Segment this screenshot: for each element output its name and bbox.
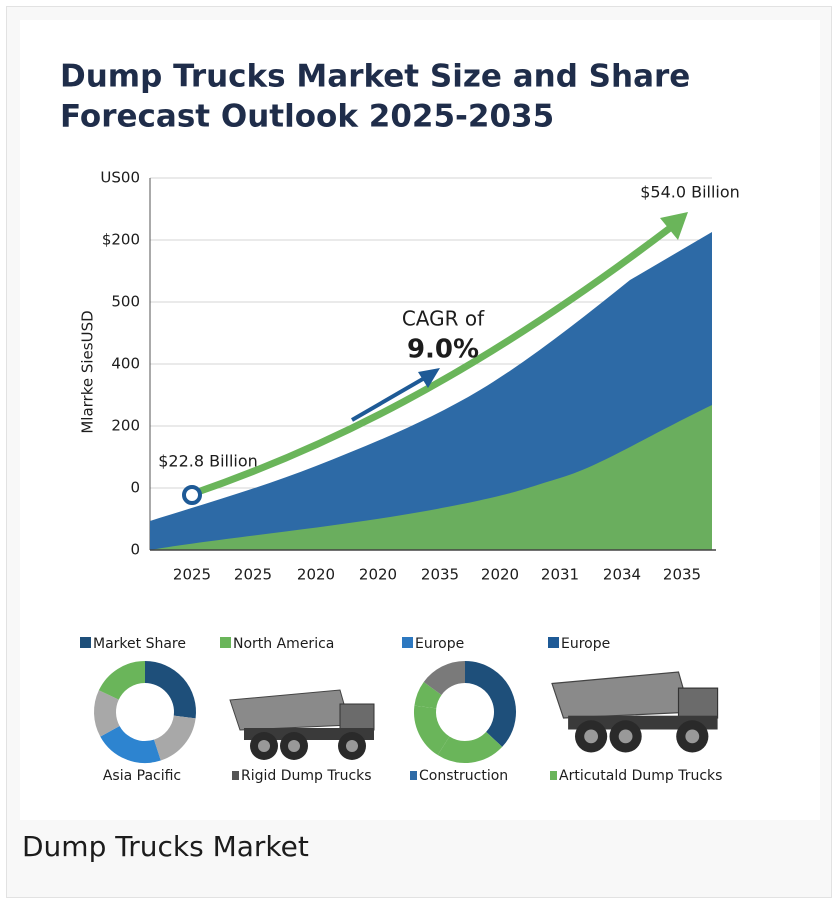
x-tick-label: 2020 <box>297 566 335 584</box>
infographic: Dump Trucks Market Dump Trucks Market Si… <box>0 0 838 901</box>
legend-label: North America <box>233 636 334 652</box>
legend-label: Europe <box>415 636 464 652</box>
truck-cab <box>679 688 718 718</box>
y-tick-label: 400 <box>111 355 140 373</box>
truck-hub <box>584 730 598 744</box>
start-marker <box>184 487 200 503</box>
truck-hub <box>346 740 358 752</box>
legend-swatch <box>232 771 239 780</box>
caption: Dump Trucks Market <box>22 830 309 863</box>
title-line: Forecast Outlook 2025-2035 <box>60 99 554 135</box>
x-tick-label: 2025 <box>173 566 211 584</box>
legend-swatch <box>80 637 91 648</box>
x-tick-label: 2034 <box>603 566 641 584</box>
y-axis-label: Mlarrke SiesUSD <box>79 310 97 433</box>
y-tick-label: 0 <box>130 479 140 497</box>
y-tick-label: 500 <box>111 293 140 311</box>
legend-label: Articutald Dump Trucks <box>559 768 722 784</box>
legend-swatch <box>402 637 413 648</box>
donut-segment <box>444 739 495 752</box>
truck-hub <box>619 730 633 744</box>
legend-label: Construction <box>419 768 508 784</box>
y-tick-label: $200 <box>102 231 140 249</box>
truck-hub <box>685 730 699 744</box>
truck-hub <box>288 740 300 752</box>
legend-swatch <box>410 771 417 780</box>
cagr-label: CAGR of <box>402 307 485 331</box>
x-tick-label: 2035 <box>421 566 459 584</box>
start-value: $22.8 Billion <box>158 452 258 471</box>
x-tick-label: 2031 <box>541 566 579 584</box>
x-tick-label: 2035 <box>663 566 701 584</box>
donut-segment <box>425 688 432 706</box>
donut-segment <box>105 695 110 731</box>
legend-label: Market Share <box>93 636 186 652</box>
legend-swatch <box>548 637 559 648</box>
x-tick-label: 2020 <box>359 566 397 584</box>
legend-swatch <box>550 771 557 780</box>
title-line: Dump Trucks Market Size and Share <box>60 59 690 95</box>
legend-label: Europe <box>561 636 610 652</box>
y-tick-label: 0 <box>130 541 140 559</box>
legend-swatch <box>220 637 231 648</box>
end-value: $54.0 Billion <box>640 183 740 202</box>
truck-hub <box>258 740 270 752</box>
cagr-value: 9.0% <box>407 335 479 365</box>
legend-label: Rigid Dump Trucks <box>241 768 372 784</box>
x-tick-label: 2025 <box>234 566 272 584</box>
truck-cab <box>340 704 374 730</box>
legend-label: Asia Pacific <box>103 768 181 784</box>
y-tick-label: US00 <box>100 169 140 187</box>
y-tick-label: 200 <box>111 417 140 435</box>
x-tick-label: 2020 <box>481 566 519 584</box>
